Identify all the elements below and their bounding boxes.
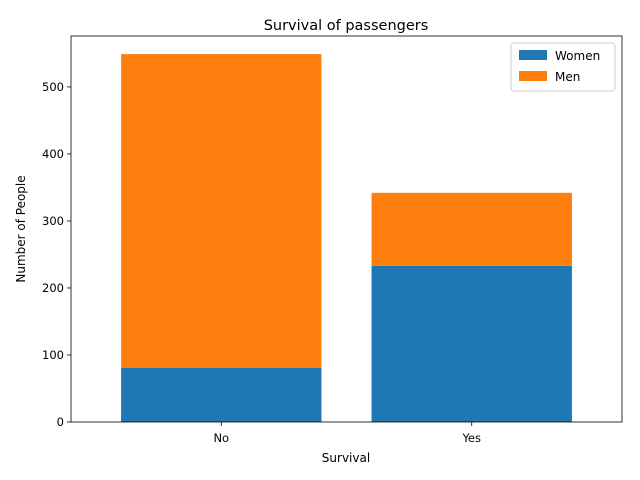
x-axis-label: Survival [322, 451, 370, 465]
legend-swatch-women [519, 50, 547, 60]
y-tick-label: 200 [42, 281, 64, 295]
legend: Women Men [510, 42, 616, 92]
y-tick-label: 100 [42, 348, 64, 362]
x-axis-ticks: No Yes [213, 422, 481, 445]
plot-frame [70, 35, 623, 423]
legend-label-women: Women [555, 49, 600, 63]
bar-women-yes [371, 265, 572, 422]
bar-men-yes [371, 192, 572, 266]
y-tick-label: 300 [42, 214, 64, 228]
legend-label-men: Men [555, 70, 580, 84]
x-tick-label: Yes [461, 431, 481, 445]
x-tick-label: No [213, 431, 229, 445]
y-axis-label: Number of People [14, 175, 28, 282]
chart-title: Survival of passengers [264, 18, 429, 34]
bars-group [121, 54, 572, 422]
y-tick-label: 500 [42, 80, 64, 94]
y-tick-label: 400 [42, 147, 64, 161]
bar-men-no [121, 54, 322, 368]
legend-swatch-men [519, 71, 547, 81]
y-axis-ticks: 0 100 200 300 400 500 [42, 80, 71, 429]
bar-women-no [121, 367, 322, 422]
y-tick-label: 0 [57, 415, 64, 429]
